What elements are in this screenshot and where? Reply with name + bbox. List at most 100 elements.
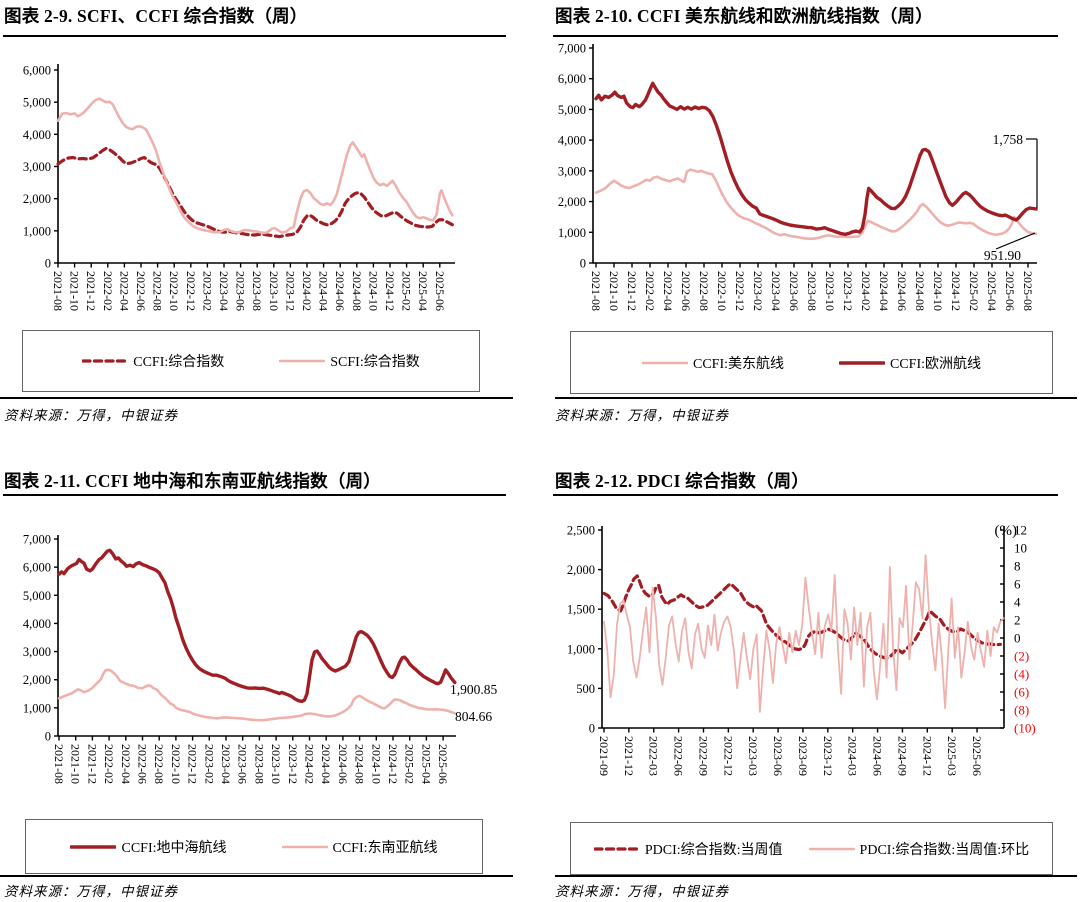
x-tick-label: 2023-12 [821, 736, 835, 776]
legend-line-sample [82, 359, 129, 363]
x-tick-label: 2024-12 [949, 271, 963, 311]
y2-tick-label: 2 [1014, 613, 1021, 628]
y-tick-label: 1,500 [567, 603, 595, 617]
x-tick-label: 2024-06 [333, 271, 347, 311]
x-tick-label: 2024-04 [317, 271, 331, 311]
x-tick-label: 2024-12 [383, 271, 397, 311]
legend-line-sample [70, 844, 117, 849]
x-tick-label: 2024-12 [386, 744, 400, 784]
x-tick-label: 2023-10 [267, 271, 281, 311]
y-tick-label: 3,000 [558, 164, 586, 178]
x-tick-label: 2023-08 [252, 744, 266, 784]
x-tick-label: 2023-04 [219, 744, 233, 784]
chart-panel-scfi-ccfi: 图表 2-9. SCFI、CCFI 综合指数（周） 0 1,000 2,000 3,0… [0, 0, 540, 451]
x-tick-label: 2023-12 [841, 271, 855, 311]
y2-tick-label: (6) [1014, 685, 1029, 700]
legend-entry: CCFI:东南亚航线 [281, 837, 438, 857]
title-underline [553, 494, 1058, 497]
annotation-label: (%) [995, 523, 1018, 539]
x-tick-label: 2022-04 [117, 271, 131, 311]
chart-plot: 0 1,000 2,000 3,000 4,000 5,000 6,000 7,000 2021… [23, 533, 498, 785]
y2-tick-label: 8 [1014, 559, 1021, 574]
y-tick-label: 7,000 [23, 533, 51, 547]
legend-entry: CCFI:综合指数 [82, 351, 224, 371]
chart-title: 图表 2-9. SCFI、CCFI 综合指数（周） [4, 6, 308, 26]
annotation-label: 1,758 [993, 132, 1024, 147]
x-tick-label: 2024-12 [920, 736, 934, 776]
y-tick-label: 3,000 [23, 645, 51, 659]
y-tick-label: 2,000 [558, 195, 586, 209]
y-tick-label: 1,000 [558, 226, 586, 240]
x-tick-label: 2022-10 [167, 271, 181, 311]
legend-entry: SCFI:综合指数 [279, 351, 420, 371]
x-tick-label: 2023-08 [250, 271, 264, 311]
annotation-callout [995, 232, 1036, 250]
legend-line-sample [279, 359, 326, 363]
source-note: 资料来源：万得，中银证券 [4, 884, 178, 899]
source-divider [0, 397, 513, 400]
annotation-label: 1,900.85 [450, 682, 498, 697]
x-tick-label: 2025-08 [1021, 271, 1035, 311]
y-tick-label: 0 [45, 730, 51, 744]
y-tick-label: 6,000 [23, 561, 51, 575]
legend-label: SCFI:综合指数 [330, 355, 420, 370]
x-tick-label: 2022-02 [643, 271, 657, 311]
x-tick-label: 2021-08 [51, 271, 65, 311]
x-tick-label: 2021-08 [52, 744, 66, 784]
x-tick-label: 2025-04 [985, 271, 999, 311]
legend-label: PDCI:综合指数:当周值 [644, 842, 783, 858]
y-tick-label: 4,000 [23, 128, 51, 142]
x-tick-label: 2023-08 [805, 271, 819, 311]
x-tick-label: 2024-08 [350, 271, 364, 311]
x-tick-label: 2021-10 [68, 271, 82, 311]
chart-legend: CCFI:综合指数 SCFI:综合指数 [22, 330, 480, 392]
x-tick-label: 2023-12 [286, 744, 300, 784]
y-tick-label: 0 [45, 257, 51, 271]
x-tick-label: 2024-08 [353, 744, 367, 784]
x-tick-label: 2022-08 [152, 744, 166, 784]
series-line-0 [56, 146, 454, 239]
series-line-1 [594, 81, 1038, 236]
x-tick-label: 2021-08 [589, 271, 603, 311]
x-tick-label: 2022-04 [119, 744, 133, 784]
x-tick-label: 2025-02 [403, 744, 417, 784]
y2-tick-label: 12 [1014, 523, 1027, 538]
x-tick-label: 2022-10 [715, 271, 729, 311]
x-tick-label: 2022-02 [102, 744, 116, 784]
legend-entry: CCFI:美东航线 [641, 353, 784, 373]
x-tick-label: 2021-12 [84, 271, 98, 311]
y2-tick-label: 10 [1014, 541, 1027, 556]
x-tick-label: 2023-02 [200, 271, 214, 311]
x-tick-label: 2023-09 [796, 736, 810, 776]
series-line-1 [603, 554, 1005, 713]
x-tick-label: 2024-09 [895, 736, 909, 776]
x-tick-label: 2021-12 [622, 736, 636, 776]
x-tick-label: 2024-10 [366, 271, 380, 311]
x-tick-label: 2023-06 [787, 271, 801, 311]
x-tick-label: 2022-12 [184, 271, 198, 311]
y-tick-label: 2,500 [567, 524, 595, 538]
y2-tick-label: (2) [1014, 649, 1029, 664]
chart-panel-pdci: 图表 2-12. PDCI 综合指数（周） 0 500 1,000 1,500 2,00… [540, 451, 1080, 902]
x-tick-label: 2025-06 [436, 744, 450, 784]
chart-title: 图表 2-10. CCFI 美东航线和欧洲航线指数（周） [555, 6, 933, 26]
x-tick-label: 2023-04 [217, 271, 231, 311]
x-tick-label: 2023-10 [269, 744, 283, 784]
legend-entry: CCFI:欧洲航线 [839, 353, 981, 373]
y2-tick-label: 4 [1014, 595, 1021, 610]
legend-label: CCFI:地中海航线 [121, 840, 227, 856]
legend-line-sample [281, 845, 328, 848]
y-tick-label: 2,000 [567, 563, 595, 577]
y2-tick-label: 0 [1014, 631, 1021, 646]
x-tick-label: 2022-06 [679, 271, 693, 311]
series-line-0 [602, 574, 1002, 660]
y-tick-label: 3,000 [23, 160, 51, 174]
title-underline [553, 35, 1058, 38]
title-underline [3, 35, 506, 38]
legend-label: CCFI:美东航线 [692, 356, 784, 372]
series-line-1 [56, 97, 454, 235]
legend-label: CCFI:欧洲航线 [890, 356, 982, 372]
